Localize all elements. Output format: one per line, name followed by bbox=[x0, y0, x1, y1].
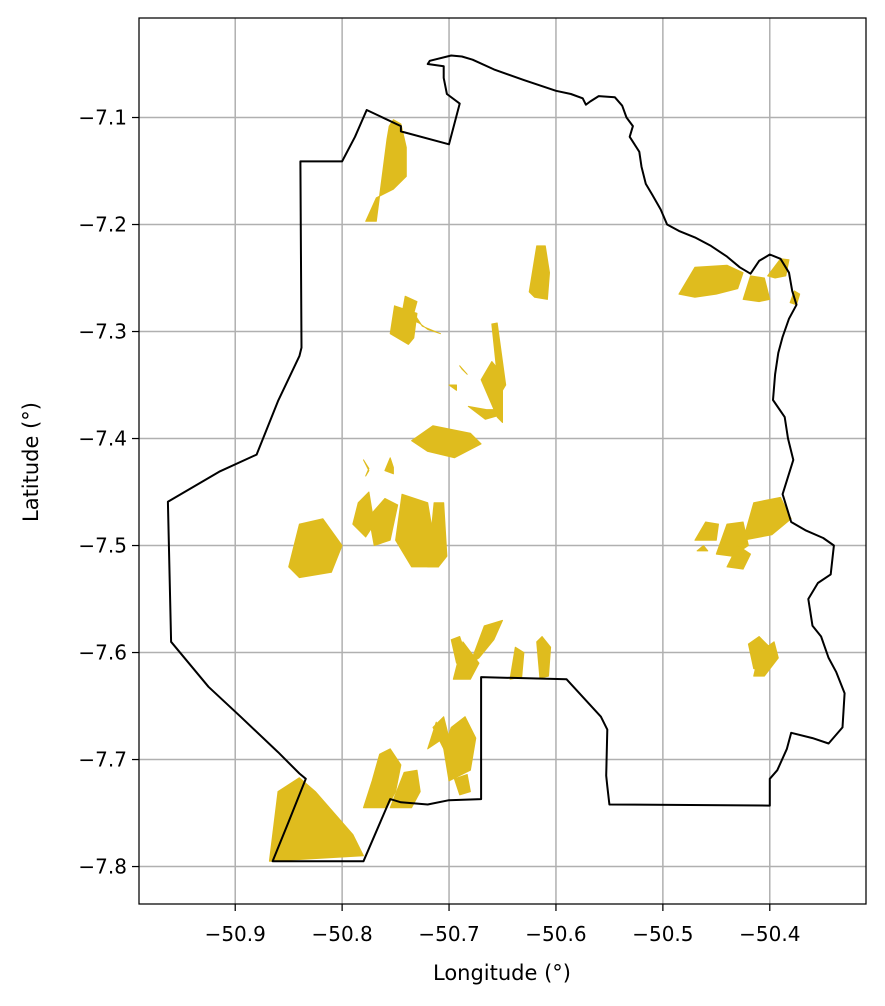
x-tick-label: −50.4 bbox=[739, 922, 800, 946]
shaded-area bbox=[427, 721, 445, 750]
y-tick-label: −7.4 bbox=[78, 427, 127, 451]
shaded-areas bbox=[268, 119, 801, 862]
y-tick-label: −7.5 bbox=[78, 534, 127, 558]
shaded-area bbox=[268, 777, 364, 862]
shaded-area bbox=[389, 305, 418, 345]
shaded-area bbox=[384, 457, 394, 475]
shaded-area bbox=[400, 295, 441, 335]
x-tick-label: −50.9 bbox=[205, 922, 266, 946]
shaded-area bbox=[448, 384, 457, 391]
shaded-area bbox=[352, 491, 375, 538]
x-tick-label: −50.8 bbox=[311, 922, 372, 946]
x-tick-label: −50.5 bbox=[632, 922, 693, 946]
shaded-area bbox=[459, 365, 468, 375]
shaded-area bbox=[694, 521, 719, 541]
shaded-area bbox=[536, 636, 552, 679]
plot-area bbox=[138, 17, 867, 905]
shaded-area bbox=[696, 545, 709, 552]
shaded-area bbox=[742, 496, 792, 541]
y-axis-label: Latitude (°) bbox=[19, 402, 43, 522]
x-tick-label: −50.7 bbox=[418, 922, 479, 946]
x-axis-label: Longitude (°) bbox=[433, 961, 571, 985]
boundary-layer bbox=[166, 54, 846, 863]
y-tick-label: −7.8 bbox=[78, 855, 127, 879]
shaded-area bbox=[365, 119, 407, 222]
y-tick-label: −7.7 bbox=[78, 748, 127, 772]
axes-frame bbox=[138, 17, 867, 905]
shaded-area bbox=[742, 275, 771, 303]
shaded-area bbox=[389, 769, 421, 809]
shaded-area bbox=[411, 425, 482, 459]
shaded-area bbox=[288, 518, 343, 579]
shaded-area bbox=[427, 502, 448, 568]
x-axis-ticks: −50.9 −50.8 −50.7 −50.6 −50.5 −50.4 bbox=[205, 904, 800, 946]
shaded-area bbox=[480, 361, 503, 423]
shaded-area bbox=[363, 459, 370, 477]
y-axis-ticks: −7.1 −7.2 −7.3 −7.4 −7.5 −7.6 −7.7 −7.8 bbox=[78, 106, 139, 879]
x-tick-label: −50.6 bbox=[525, 922, 586, 946]
shaded-area bbox=[753, 641, 779, 677]
axes-background bbox=[139, 18, 866, 904]
shaded-area bbox=[726, 545, 751, 570]
shaded-area bbox=[453, 774, 471, 796]
shaded-area bbox=[368, 498, 399, 546]
boundary-outline bbox=[166, 54, 846, 863]
shaded-area bbox=[467, 405, 501, 420]
shaded-area bbox=[450, 636, 466, 664]
y-tick-label: −7.6 bbox=[78, 641, 127, 665]
y-tick-label: −7.2 bbox=[78, 213, 127, 237]
shaded-area bbox=[469, 619, 503, 664]
y-tick-label: −7.3 bbox=[78, 320, 127, 344]
y-tick-label: −7.1 bbox=[78, 106, 127, 130]
shaded-area bbox=[678, 264, 744, 298]
shaded-area bbox=[528, 245, 550, 300]
